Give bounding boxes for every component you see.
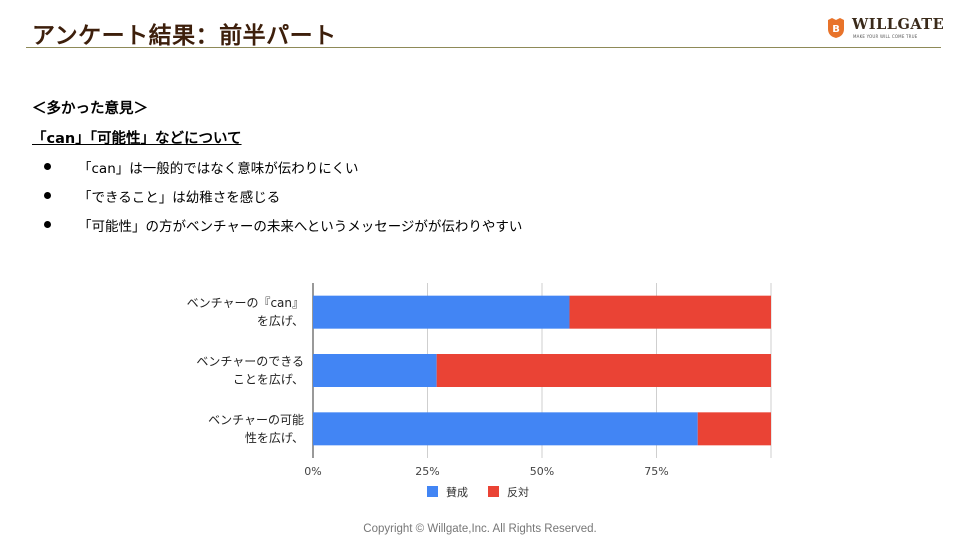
bar-segment <box>697 412 771 446</box>
bar-segment <box>313 354 437 387</box>
bar-segment <box>313 412 698 446</box>
legend-label: 賛成 <box>446 485 468 499</box>
list-item-text: 「can」は一般的ではなく意味が伝わりにくい <box>78 161 359 177</box>
copyright-footer: Copyright © Willgate,Inc. All Rights Res… <box>363 523 597 535</box>
legend-swatch <box>427 486 438 497</box>
legend-swatch <box>488 486 499 497</box>
category-label: を広げ、 <box>257 314 304 328</box>
shield-logo-icon: B <box>828 18 844 38</box>
bar-segment <box>313 295 570 329</box>
category-label: ベンチャーの『can』 <box>187 296 304 310</box>
section-subheading: 「can」「可能性」などについて <box>32 131 242 147</box>
bar-segment <box>436 354 771 387</box>
slide-title: アンケート結果：前半パート <box>32 23 337 49</box>
logo-tagline: MAKE YOUR WILL COME TRUE <box>853 34 918 39</box>
category-label: ことを広げ、 <box>233 373 304 387</box>
x-tick-label: 50% <box>530 465 554 478</box>
bullet-dot-icon <box>44 192 51 199</box>
legend-label: 反対 <box>507 485 529 499</box>
bullet-dot-icon <box>44 163 51 170</box>
stacked-bar-chart: 0% 25% 50% 75% ベンチャーの『can』を広げ、ベンチャーのできることを広げ… <box>187 283 772 499</box>
section-heading: ＜多かった意見＞ <box>32 101 148 117</box>
category-label: ベンチャーの可能 <box>208 413 304 427</box>
x-tick-label: 75% <box>644 465 668 478</box>
x-tick-label: 25% <box>415 465 439 478</box>
bar-segment <box>569 295 771 329</box>
category-label: 性を広げ、 <box>245 431 304 445</box>
logo-wordmark: WILLGATE <box>852 16 945 33</box>
category-label: ベンチャーのできる <box>196 355 304 369</box>
logo-letter: B <box>832 24 840 35</box>
list-item-text: 「可能性」の方がベンチャーの未来へというメッセージがが伝わりやすい <box>78 219 523 235</box>
bullet-dot-icon <box>44 221 51 228</box>
title-divider <box>26 47 941 48</box>
willgate-logo: B WILLGATE MAKE YOUR WILL COME TRUE <box>826 15 944 41</box>
x-tick-label: 0% <box>304 465 321 478</box>
list-item-text: 「できること」は幼稚さを感じる <box>78 190 281 206</box>
